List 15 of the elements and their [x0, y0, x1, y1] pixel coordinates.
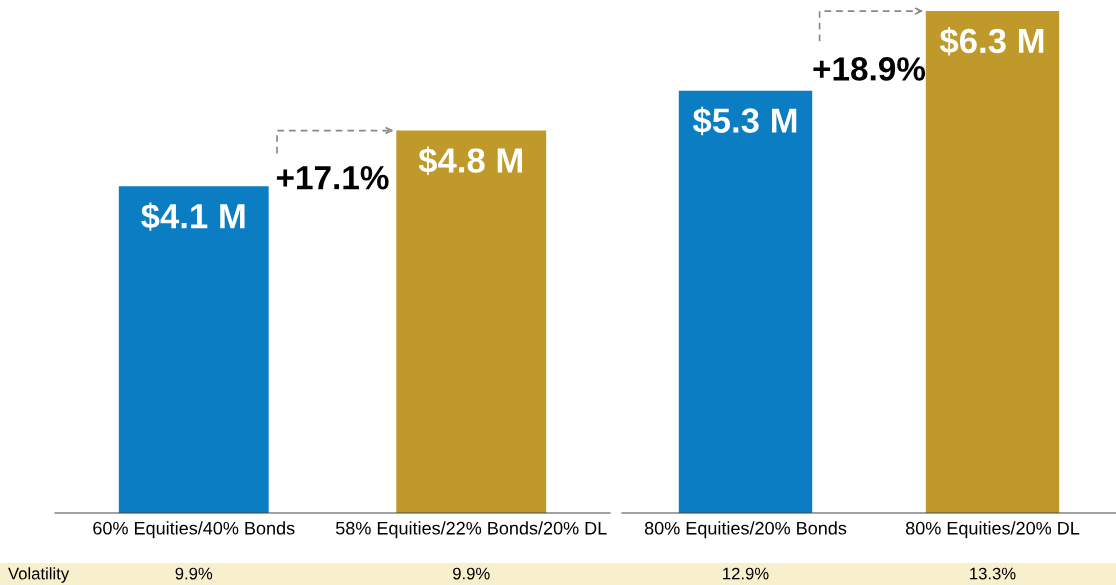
x-tick-label: 80% Equities/20% Bonds: [644, 521, 847, 539]
text: 12.9%: [723, 567, 769, 580]
x-tick-label: 80% Equities/20% DL: [905, 521, 1080, 539]
data-label: $4.8 M: [418, 146, 523, 175]
annotation: +17.1%: [276, 165, 389, 190]
text: 9.9%: [175, 567, 213, 580]
data-label: $4.1 M: [141, 202, 245, 231]
x-tick-label: 60% Equities/40% Bonds: [93, 521, 295, 539]
data-label: $6.3 M: [939, 27, 1044, 56]
text: Volatility: [8, 567, 70, 583]
annotation: +18.9%: [813, 57, 926, 81]
data-label: $5.3 M: [692, 106, 797, 136]
x-tick-label: 58% Equities/22% Bonds/20% DL: [335, 521, 607, 539]
text: 13.3%: [970, 567, 1016, 580]
text: 9.9%: [453, 567, 490, 580]
